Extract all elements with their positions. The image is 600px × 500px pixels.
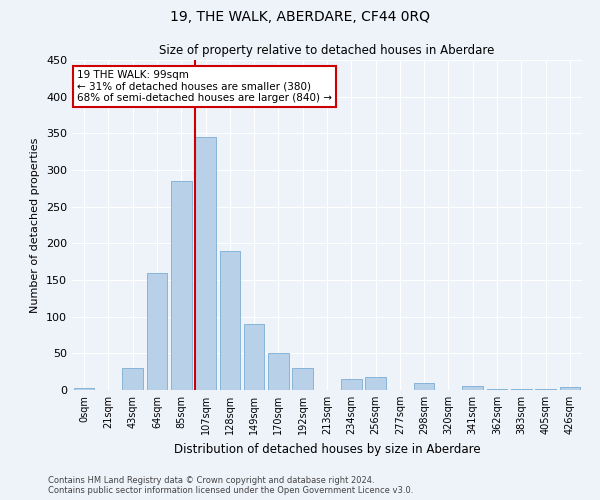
Bar xyxy=(463,386,483,390)
Bar xyxy=(146,272,167,390)
Title: Size of property relative to detached houses in Aberdare: Size of property relative to detached ho… xyxy=(160,44,494,58)
Bar xyxy=(195,137,216,390)
Bar xyxy=(122,368,143,390)
Bar xyxy=(487,388,508,390)
Bar xyxy=(220,250,240,390)
Text: 19 THE WALK: 99sqm
← 31% of detached houses are smaller (380)
68% of semi-detach: 19 THE WALK: 99sqm ← 31% of detached hou… xyxy=(77,70,332,103)
Bar xyxy=(414,382,434,390)
Text: 19, THE WALK, ABERDARE, CF44 0RQ: 19, THE WALK, ABERDARE, CF44 0RQ xyxy=(170,10,430,24)
Bar xyxy=(560,387,580,390)
Bar xyxy=(292,368,313,390)
Bar xyxy=(171,181,191,390)
Y-axis label: Number of detached properties: Number of detached properties xyxy=(31,138,40,312)
Bar xyxy=(268,354,289,390)
Bar xyxy=(74,388,94,390)
Bar xyxy=(244,324,265,390)
X-axis label: Distribution of detached houses by size in Aberdare: Distribution of detached houses by size … xyxy=(173,442,481,456)
Bar xyxy=(365,377,386,390)
Text: Contains HM Land Registry data © Crown copyright and database right 2024.
Contai: Contains HM Land Registry data © Crown c… xyxy=(48,476,413,495)
Bar xyxy=(341,379,362,390)
